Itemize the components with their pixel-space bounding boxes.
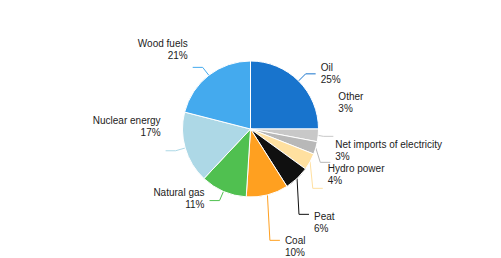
- svg-text:25%: 25%: [321, 74, 341, 85]
- svg-text:Natural gas: Natural gas: [153, 187, 204, 198]
- svg-text:17%: 17%: [141, 127, 161, 138]
- svg-text:21%: 21%: [168, 50, 188, 61]
- svg-text:Oil: Oil: [321, 62, 333, 73]
- svg-text:Peat: Peat: [314, 211, 335, 222]
- svg-text:3%: 3%: [335, 151, 350, 162]
- svg-text:Wood fuels: Wood fuels: [138, 38, 188, 49]
- svg-text:Other: Other: [338, 91, 364, 102]
- svg-text:Net imports of electricity: Net imports of electricity: [335, 139, 442, 150]
- svg-text:10%: 10%: [285, 247, 305, 258]
- svg-text:11%: 11%: [185, 199, 204, 210]
- svg-text:4%: 4%: [328, 175, 343, 186]
- svg-text:6%: 6%: [314, 223, 329, 234]
- svg-text:Hydro power: Hydro power: [328, 163, 385, 174]
- svg-text:3%: 3%: [338, 103, 353, 114]
- svg-text:Nuclear energy: Nuclear energy: [93, 115, 161, 126]
- svg-text:Coal: Coal: [285, 235, 306, 246]
